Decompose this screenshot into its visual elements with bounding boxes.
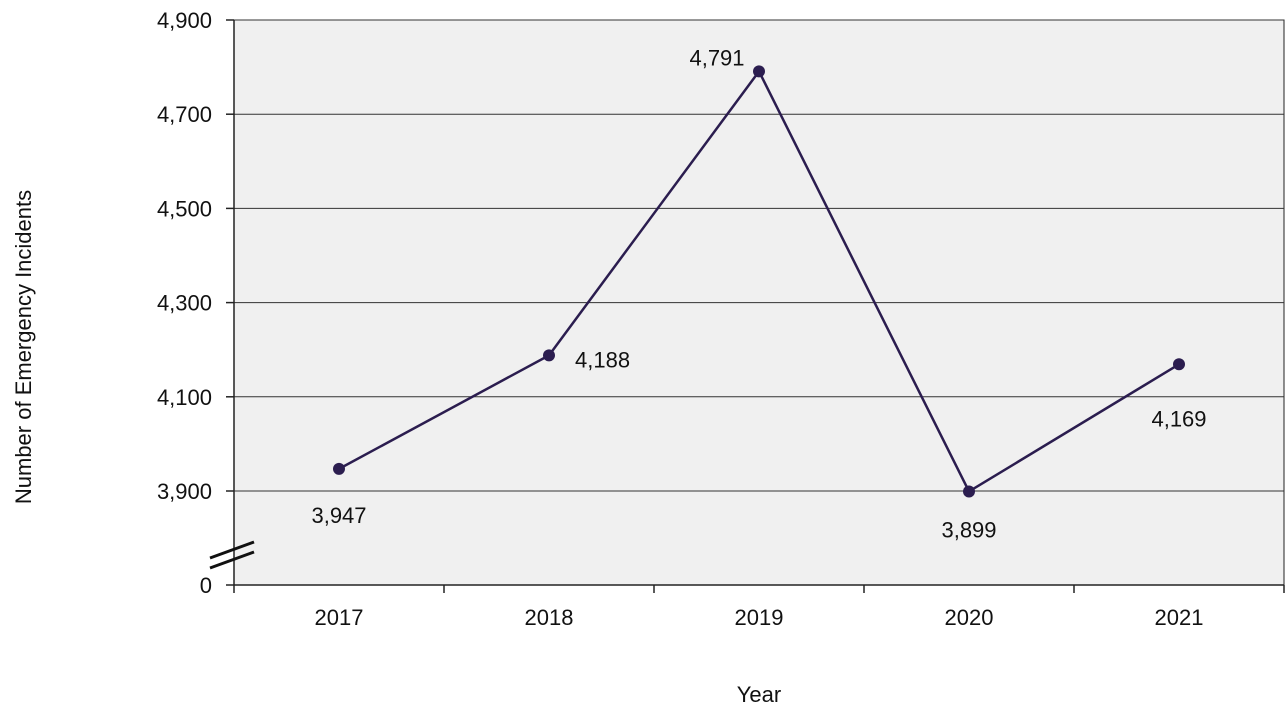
data-label: 4,791: [689, 45, 744, 70]
x-axis-title: Year: [737, 682, 781, 707]
axis-break-symbol: [209, 540, 255, 570]
x-tick-label: 2017: [315, 605, 364, 630]
y-tick-label: 4,300: [157, 291, 212, 316]
y-axis-title: Number of Emergency Incidents: [11, 190, 36, 504]
data-point: [543, 349, 555, 362]
x-axis-ticks: 2017 2018 2019 2020 2021: [233, 585, 1285, 630]
data-label: 4,188: [575, 347, 630, 372]
data-label: 3,899: [941, 517, 996, 542]
data-label: 3,947: [311, 503, 366, 528]
y-tick-label: 4,900: [157, 8, 212, 33]
x-tick-label: 2021: [1155, 605, 1204, 630]
y-tick-label: 0: [200, 573, 212, 598]
y-tick-label: 4,100: [157, 385, 212, 410]
data-point: [333, 462, 345, 475]
data-point: [1173, 358, 1185, 371]
y-axis-ticks: 0 3,900 4,100 4,300 4,500 4,700 4,900: [157, 8, 234, 598]
x-tick-label: 2018: [525, 605, 574, 630]
x-tick-label: 2020: [945, 605, 994, 630]
y-tick-label: 4,500: [157, 196, 212, 221]
y-tick-label: 4,700: [157, 102, 212, 127]
data-point: [963, 485, 975, 498]
series: [333, 65, 1185, 498]
data-label: 4,169: [1151, 406, 1206, 431]
data-labels: 3,947 4,188 4,791 3,899 4,169: [311, 45, 1206, 542]
y-tick-label: 3,900: [157, 479, 212, 504]
gridlines: [234, 19, 1284, 492]
data-point: [753, 65, 765, 78]
x-tick-label: 2019: [735, 605, 784, 630]
